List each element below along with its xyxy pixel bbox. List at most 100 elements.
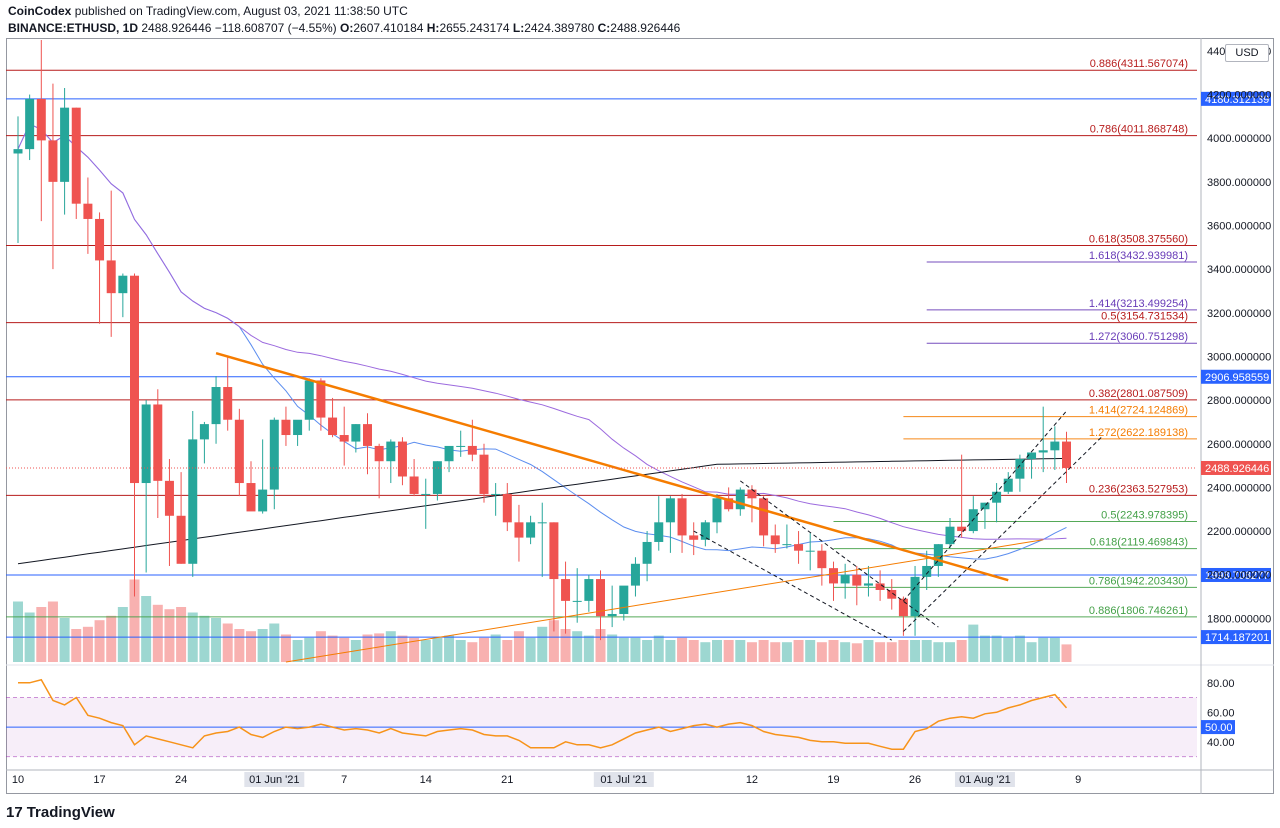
volume-bar xyxy=(362,634,373,662)
chart-frame xyxy=(6,38,1274,794)
candle-body xyxy=(596,579,605,617)
volume-bar xyxy=(560,629,571,662)
volume-bar xyxy=(71,629,82,662)
candle-body xyxy=(829,568,838,584)
price-tick-label: 4200.000000 xyxy=(1207,90,1271,102)
level-label: 0.236(2363.527953) xyxy=(1089,483,1188,495)
volume-bar xyxy=(141,596,152,662)
volume-bar xyxy=(199,615,210,662)
volume-bar xyxy=(805,640,816,662)
candle-body xyxy=(630,563,640,586)
candle-body xyxy=(363,424,372,446)
volume-bar xyxy=(502,640,513,662)
candle-body xyxy=(25,98,35,150)
candle-body xyxy=(840,574,850,584)
volume-bar xyxy=(537,626,548,662)
volume-bar xyxy=(420,640,431,662)
volume-bar xyxy=(886,642,897,662)
tradingview-logo-icon: 17 xyxy=(6,803,23,821)
candle-body xyxy=(514,522,524,538)
candle-body xyxy=(83,203,93,219)
candle-body xyxy=(421,493,431,495)
rsi-level-tag: 50.00 xyxy=(1205,722,1233,734)
volume-bar xyxy=(665,640,676,662)
low-label: L: xyxy=(512,21,525,35)
close-label: C: xyxy=(597,21,611,35)
time-tick-label: 7 xyxy=(341,774,347,786)
volume-bar xyxy=(1026,642,1037,662)
volume-bar xyxy=(642,640,653,662)
extension-label: 0.786(1942.203430) xyxy=(1089,575,1188,587)
extension-label: 1.414(3213.499254) xyxy=(1089,298,1188,310)
volume-bar xyxy=(677,637,688,662)
channel-line xyxy=(693,530,892,641)
currency-badge[interactable]: USD xyxy=(1225,44,1269,62)
candle-body xyxy=(957,526,967,532)
price-tag: 1998.708277 xyxy=(1205,570,1269,582)
volume-bar xyxy=(269,623,280,662)
candle-body xyxy=(502,493,512,523)
candle-body xyxy=(700,522,710,540)
footer-brand[interactable]: 17 TradingView xyxy=(6,800,115,824)
volume-bar xyxy=(758,640,769,662)
candle-body xyxy=(933,544,943,566)
price-tick-label: 1800.000000 xyxy=(1207,613,1271,625)
volume-bar xyxy=(304,637,315,662)
volume-bar xyxy=(723,640,734,662)
volume-bar xyxy=(1014,635,1025,662)
volume-bar xyxy=(770,642,781,662)
volume-bar xyxy=(327,635,338,662)
price-tick-label: 2000.000000 xyxy=(1207,570,1271,582)
candle-body xyxy=(199,424,209,440)
candle-body xyxy=(747,489,757,499)
price-tick-label: 2800.000000 xyxy=(1207,395,1271,407)
volume-bar xyxy=(956,640,967,662)
candle-body xyxy=(887,589,897,599)
volume-bar xyxy=(630,637,641,662)
price-pane xyxy=(6,40,1197,663)
volume-bar xyxy=(851,643,862,662)
time-tick-label: 01 Jul '21 xyxy=(600,774,647,786)
extension-label: 1.272(2622.189138) xyxy=(1089,427,1188,439)
close-value: 2488.926446 xyxy=(610,21,681,35)
candle-body xyxy=(211,387,221,425)
volume-bar xyxy=(712,640,722,662)
candle-body xyxy=(712,498,722,523)
candle-body xyxy=(549,522,559,580)
candle-body xyxy=(234,419,244,484)
channel-line xyxy=(740,480,939,628)
extension-label: 1.618(3432.939981) xyxy=(1089,250,1188,262)
downtrend-line xyxy=(215,351,1009,582)
volume-bar xyxy=(910,640,921,662)
volume-bar xyxy=(968,624,979,662)
volume-bar xyxy=(36,607,47,662)
volume-bar xyxy=(1038,637,1049,662)
price-tick-label: 3800.000000 xyxy=(1207,177,1271,189)
candle-body xyxy=(526,522,536,538)
candle-body xyxy=(572,600,582,602)
volume-bar xyxy=(315,631,326,662)
level-label: 0.382(2801.087509) xyxy=(1089,388,1188,400)
volume-bar xyxy=(490,634,501,662)
volume-bar xyxy=(840,642,851,662)
volume-bar xyxy=(444,635,455,662)
candle-body xyxy=(374,445,384,462)
volume-bar xyxy=(991,635,1002,662)
candle-body xyxy=(794,544,804,551)
price-tag-box xyxy=(1201,630,1271,645)
candle-body xyxy=(176,515,186,564)
publish-line: CoinCodex published on TradingView.com, … xyxy=(8,4,408,18)
candle-body xyxy=(817,550,827,569)
volume-bar xyxy=(467,642,478,662)
candle-body xyxy=(258,489,268,512)
volume-bar xyxy=(117,607,128,662)
last-price: 2488.926446 xyxy=(141,21,212,35)
candle-body xyxy=(852,574,862,586)
publisher-name[interactable]: CoinCodex xyxy=(8,4,72,18)
volume-bar xyxy=(409,637,420,662)
candle-body xyxy=(339,435,349,442)
candle-body xyxy=(724,498,734,510)
price-tick-label: 2600.000000 xyxy=(1207,439,1271,451)
volume-bar xyxy=(525,637,536,662)
